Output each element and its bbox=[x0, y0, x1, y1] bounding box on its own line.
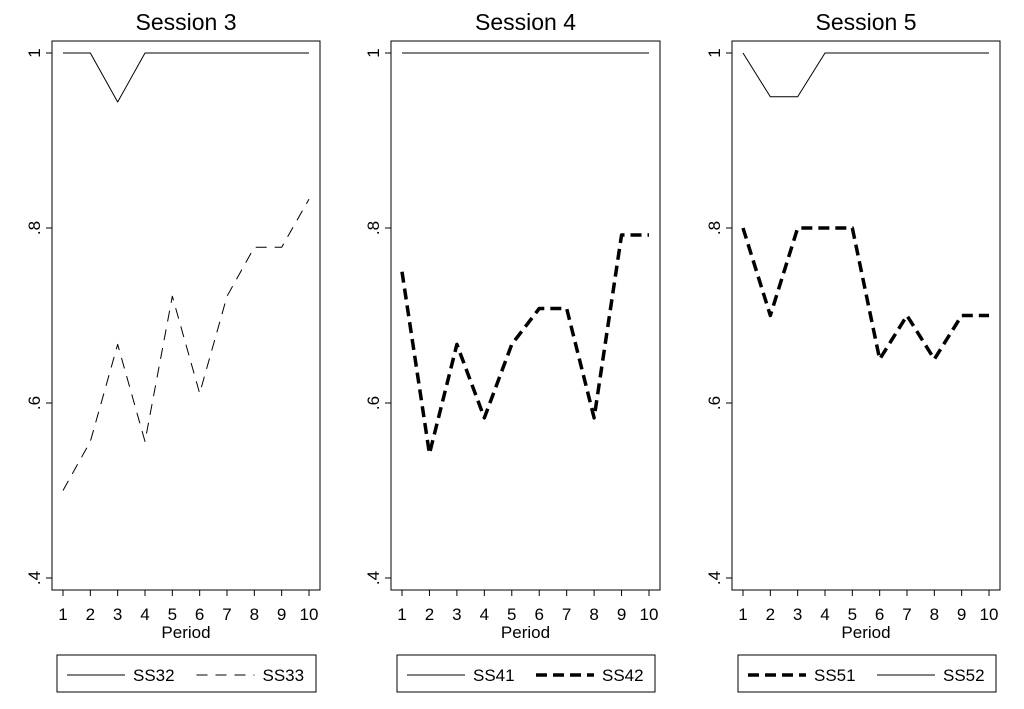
x-tick-label: 8 bbox=[250, 605, 259, 624]
x-tick-label: 4 bbox=[140, 605, 149, 624]
x-tick-label: 5 bbox=[507, 605, 516, 624]
x-tick-label: 8 bbox=[589, 605, 598, 624]
plot-frame bbox=[51, 40, 321, 591]
x-tick-label: 9 bbox=[957, 605, 966, 624]
y-tick-label: .4 bbox=[364, 571, 383, 585]
series-line-SS33 bbox=[62, 198, 310, 491]
series-line-SS52 bbox=[742, 52, 989, 98]
x-tick-label: 9 bbox=[617, 605, 626, 624]
x-tick-label: 3 bbox=[793, 605, 802, 624]
x-axis-label: Period bbox=[501, 623, 550, 642]
plot-frame bbox=[390, 40, 661, 591]
x-tick-label: 9 bbox=[277, 605, 286, 624]
legend-box bbox=[56, 654, 317, 693]
y-tick-label: .6 bbox=[25, 396, 44, 410]
y-tick-label: .8 bbox=[25, 221, 44, 235]
y-tick-label: .8 bbox=[364, 221, 383, 235]
x-tick-label: 5 bbox=[848, 605, 857, 624]
series-line-SS42 bbox=[400, 233, 649, 456]
x-tick-label: 3 bbox=[113, 605, 122, 624]
legend-label: SS42 bbox=[602, 666, 644, 685]
legend: SS51 SS52 bbox=[737, 654, 997, 693]
chart-title: Session 5 bbox=[815, 9, 916, 35]
series-line-SS32 bbox=[63, 52, 309, 103]
x-tick-label: 2 bbox=[425, 605, 434, 624]
legend: SS41 SS42 bbox=[396, 654, 656, 693]
x-tick-label: 2 bbox=[86, 605, 95, 624]
plot-frame bbox=[731, 40, 1001, 591]
x-tick-label: 1 bbox=[397, 605, 406, 624]
x-tick-label: 1 bbox=[738, 605, 747, 624]
y-tick-label: 1 bbox=[25, 48, 44, 57]
y-tick-label: .4 bbox=[705, 571, 724, 585]
chart-title: Session 4 bbox=[475, 9, 576, 35]
x-tick-label: 5 bbox=[168, 605, 177, 624]
x-tick-label: 10 bbox=[300, 605, 319, 624]
legend-box bbox=[396, 654, 656, 693]
legend-label: SS41 bbox=[473, 666, 515, 685]
x-tick-label: 3 bbox=[452, 605, 461, 624]
legend: SS32 SS33 bbox=[56, 654, 317, 693]
legend-label: SS52 bbox=[943, 666, 985, 685]
x-tick-label: 2 bbox=[766, 605, 775, 624]
x-tick-label: 8 bbox=[930, 605, 939, 624]
x-tick-label: 4 bbox=[820, 605, 829, 624]
x-tick-label: 6 bbox=[195, 605, 204, 624]
y-tick-label: .8 bbox=[705, 221, 724, 235]
x-tick-label: 6 bbox=[534, 605, 543, 624]
x-tick-label: 7 bbox=[222, 605, 231, 624]
x-axis-label: Period bbox=[161, 623, 210, 642]
legend-label: SS32 bbox=[133, 666, 175, 685]
x-tick-label: 10 bbox=[640, 605, 659, 624]
x-tick-label: 4 bbox=[480, 605, 489, 624]
y-tick-label: .6 bbox=[364, 396, 383, 410]
y-tick-label: 1 bbox=[364, 48, 383, 57]
legend-label: SS51 bbox=[814, 666, 856, 685]
x-tick-label: 10 bbox=[980, 605, 999, 624]
legend-box bbox=[737, 654, 997, 693]
legend-label: SS33 bbox=[263, 666, 305, 685]
x-axis-label: Period bbox=[841, 623, 890, 642]
chart-title: Session 3 bbox=[135, 9, 236, 35]
x-tick-label: 1 bbox=[58, 605, 67, 624]
y-tick-label: .4 bbox=[25, 571, 44, 585]
x-tick-label: 7 bbox=[562, 605, 571, 624]
x-tick-label: 6 bbox=[875, 605, 884, 624]
y-tick-label: .6 bbox=[705, 396, 724, 410]
x-tick-label: 7 bbox=[902, 605, 911, 624]
series-line-SS51 bbox=[741, 226, 989, 361]
y-tick-label: 1 bbox=[705, 48, 724, 57]
